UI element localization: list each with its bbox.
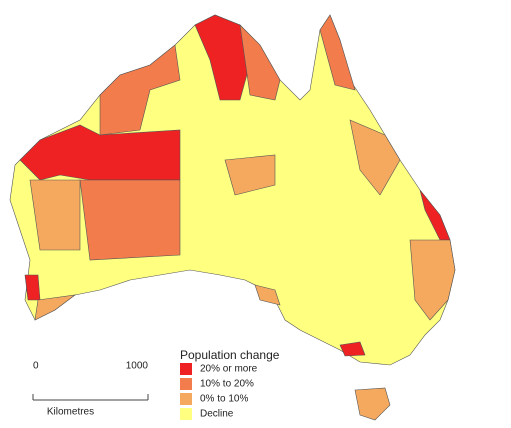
legend-swatch <box>180 393 192 405</box>
regions <box>9 14 456 421</box>
region-red-melbourne <box>339 341 366 357</box>
region-orange-arnhem <box>239 24 281 101</box>
region-light-orange-east <box>409 239 456 321</box>
region-light-orange-nt <box>224 154 276 196</box>
region-light-orange-qld <box>349 119 401 196</box>
legend-label: 10% to 20% <box>200 379 254 390</box>
tasmania <box>354 387 391 421</box>
legend-swatch <box>180 408 192 420</box>
region-light-orange-sa <box>254 284 281 306</box>
scale-unit: Kilometres <box>47 407 94 418</box>
legend-label: 20% or more <box>200 364 258 375</box>
scale-label: 1000 <box>126 361 149 372</box>
legend-swatch <box>180 363 192 375</box>
region-light-orange-wa <box>29 179 81 251</box>
legend-swatch <box>180 378 192 390</box>
legend-label: 0% to 10% <box>200 394 248 405</box>
region-orange-capeyork <box>319 14 356 91</box>
legend-title: Population change <box>180 348 280 362</box>
legend: 20% or more 10% to 20% 0% to 10% Decline <box>180 363 258 420</box>
scale-label: 0 <box>33 361 39 372</box>
region-light-orange-sw <box>34 294 77 321</box>
region-orange-kimberley <box>99 44 181 136</box>
scale-bar: 0 1000 Kilometres <box>32 361 149 418</box>
legend-label: Decline <box>200 409 234 420</box>
region-red-perth <box>24 274 41 301</box>
region-orange-goldfields <box>79 179 181 261</box>
region-red-pilbara <box>19 124 181 181</box>
